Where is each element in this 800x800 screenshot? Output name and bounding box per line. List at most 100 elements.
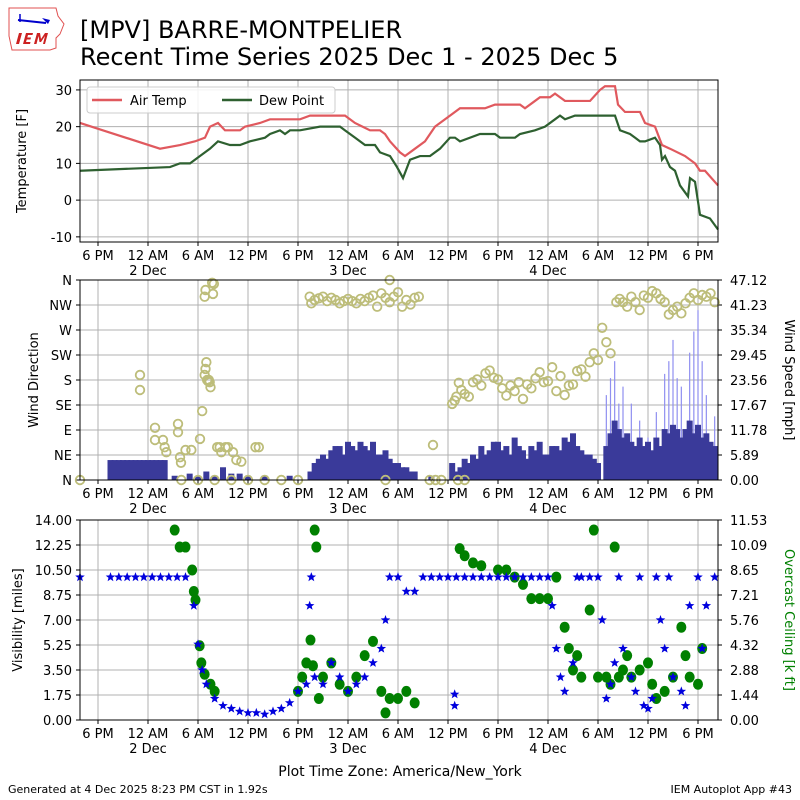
wind-speed-bar	[261, 475, 268, 480]
wind-direction-point	[513, 377, 525, 388]
ceiling-point	[308, 660, 318, 672]
wind-direction-point	[546, 362, 558, 373]
wind-direction-point	[409, 292, 420, 303]
x-date-label: 2 Dec	[129, 742, 167, 757]
wind-speed-bar	[111, 460, 118, 480]
visibility-point	[259, 709, 270, 719]
wind-speed-bar	[499, 450, 506, 480]
visibility-point	[449, 700, 460, 710]
visibility-point	[409, 586, 420, 596]
wind-speed-bar	[495, 441, 501, 480]
ceiling-point	[559, 621, 570, 633]
y2-tick-label: 2.88	[730, 664, 759, 679]
wind-direction-point	[149, 422, 161, 433]
x-tick-label: 6 AM	[382, 727, 415, 742]
ceiling-point	[593, 671, 603, 683]
x-tick-label: 12 PM	[628, 249, 668, 264]
ceiling-point	[311, 541, 322, 553]
visibility-point	[484, 572, 495, 582]
visibility-point	[609, 657, 620, 667]
ceiling-point	[684, 671, 695, 683]
wind-speed-bar	[374, 454, 381, 480]
visibility-point	[226, 703, 237, 713]
wind-direction-point	[534, 367, 545, 378]
visibility-point	[634, 572, 645, 582]
y2-axis-label: Overcast Ceiling [k ft]	[781, 549, 796, 691]
visibility-point	[434, 572, 445, 582]
ceiling-point	[647, 678, 658, 690]
visibility-point	[601, 693, 612, 703]
wind-direction-point	[634, 304, 645, 316]
visibility-point	[555, 672, 566, 682]
wind-direction-point	[236, 456, 247, 467]
wind-speed-bar	[690, 433, 697, 480]
wind-direction-point	[517, 393, 529, 405]
title-line-1: [MPV] BARRE-MONTPELIER	[80, 16, 403, 44]
ceiling-point	[501, 564, 512, 576]
wind-direction-point	[567, 379, 579, 390]
wind-direction-point	[596, 322, 608, 333]
x-date-label: 2 Dec	[129, 264, 167, 279]
wind-speed-bar	[586, 454, 593, 480]
visibility-point	[605, 679, 616, 689]
ceiling-point	[622, 650, 633, 662]
y2-tick-label: 8.65	[730, 564, 759, 579]
x-tick-label: 6 PM	[282, 249, 313, 264]
y2-tick-label: 17.67	[730, 399, 767, 414]
wind-direction-point	[605, 348, 616, 359]
ceiling-point	[459, 550, 470, 562]
visibility-point	[351, 679, 362, 689]
visibility-point	[393, 572, 403, 582]
visibility-point	[268, 706, 278, 716]
x-date-label: 3 Dec	[329, 742, 367, 757]
wind-speed-bar	[657, 446, 664, 480]
wind-speed-bar	[699, 437, 706, 480]
wind-speed-bar	[607, 433, 614, 480]
ceiling-point	[676, 621, 687, 633]
visibility-point	[493, 572, 503, 582]
y-tick-label: 10.50	[35, 564, 72, 579]
x-tick-label: 12 AM	[328, 487, 369, 502]
ceiling-point	[572, 650, 583, 662]
visibility-point	[697, 643, 707, 653]
visibility-point	[709, 572, 720, 582]
x-tick-label: 6 AM	[182, 727, 215, 742]
x-tick-label: 6 PM	[482, 487, 513, 502]
visibility-point	[193, 639, 203, 649]
wind-speed-bar	[328, 450, 335, 480]
visibility-point	[643, 703, 653, 713]
wind-direction-point	[621, 301, 633, 312]
series-line-dew-point	[79, 114, 719, 231]
wind-speed-bar	[228, 473, 235, 480]
x-tick-label: 12 AM	[128, 249, 169, 264]
chart-title: [MPV] BARRE-MONTPELIER Recent Time Series…	[80, 17, 618, 71]
wind-speed-bar	[407, 471, 414, 480]
visibility-point	[218, 700, 228, 710]
y2-tick-label: 47.12	[730, 274, 767, 289]
wind-direction-point	[134, 384, 146, 396]
wind-speed-bar	[515, 446, 522, 480]
visibility-point	[459, 572, 470, 582]
visibility-point	[180, 572, 191, 582]
wind-speed-bar	[695, 424, 701, 480]
y2-tick-label: 1.44	[730, 689, 759, 704]
wind-speed-bar	[620, 437, 626, 480]
ceiling-point	[576, 671, 587, 683]
visibility-point	[543, 572, 553, 582]
ceiling-point	[305, 634, 316, 646]
x-date-label: 2 Dec	[129, 502, 167, 517]
visibility-point	[243, 707, 253, 717]
x-tick-label: 12 PM	[228, 249, 268, 264]
wind-direction-point	[172, 427, 184, 438]
wind-direction-point	[200, 363, 211, 375]
visibility-point	[251, 707, 262, 717]
wind-speed-bar	[357, 441, 364, 480]
visibility-point	[576, 572, 587, 582]
visibility-point	[122, 572, 132, 582]
wind-direction-point	[492, 374, 504, 385]
wind-direction-point	[509, 385, 520, 397]
wind-speed-bar	[707, 441, 714, 480]
visibility-point	[293, 686, 303, 696]
y-tick-label: 10	[55, 157, 72, 172]
ceiling-point	[643, 657, 653, 669]
